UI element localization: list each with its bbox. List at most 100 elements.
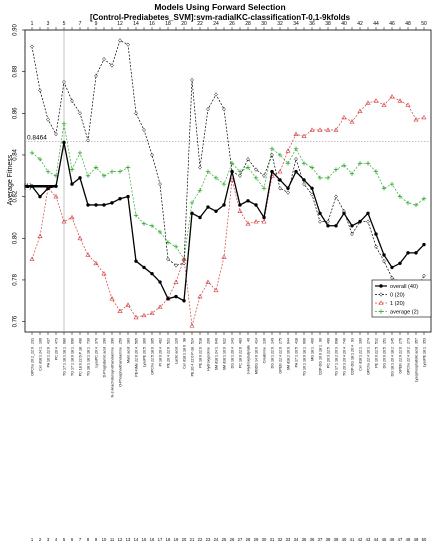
data-point [166, 296, 170, 301]
data-point [277, 169, 283, 174]
data-point [365, 161, 371, 166]
data-point [310, 192, 314, 197]
data-point [142, 127, 146, 133]
data-point [206, 205, 210, 209]
feature-label: TG 16:1 18:0 18:1 . 666 [303, 338, 307, 376]
x-top-tick-label: 3 [47, 21, 50, 27]
x-bottom-tick-label: 31 [270, 537, 275, 542]
x-bottom-tick-label: 12 [118, 537, 123, 542]
y-tick-label: 0.88 [13, 65, 19, 77]
x-top-tick-label: 36 [309, 21, 315, 27]
feature-label: PE 18:0 22:6 . 518 [199, 338, 203, 368]
data-point [62, 79, 66, 85]
x-bottom-tick-label: 44 [374, 537, 379, 542]
data-point [350, 231, 354, 237]
feature-label: Cer d18:1 18:0 . 98 [183, 338, 187, 369]
y-tick-label: 0.78 [13, 273, 19, 285]
data-point [214, 209, 218, 213]
data-point [46, 117, 50, 122]
data-point [325, 127, 331, 132]
feature-label: GPEtn 22:4 22:6 . 275 [279, 338, 283, 374]
x-bottom-tick-label: 38 [326, 537, 331, 542]
data-point [390, 275, 394, 281]
data-point [205, 279, 211, 284]
data-point [349, 119, 355, 124]
data-point [301, 133, 307, 139]
feature-label: MGDG 14:0 16:0 . 414 [255, 338, 259, 374]
x-top-tick-label: 42 [357, 21, 363, 27]
legend-entry: 0 (20) [375, 292, 405, 299]
data-point [126, 194, 130, 199]
data-point [78, 111, 82, 116]
data-point [197, 188, 203, 193]
data-point [317, 127, 323, 132]
data-point [349, 171, 355, 176]
y-axis-label: Average Fitness [7, 154, 14, 205]
data-point [381, 102, 387, 107]
feature-label: DG 18:1 22:6 . 149 [271, 338, 275, 368]
data-point [317, 175, 323, 181]
feature-label: GPEtn 22:6 22:6 . 276 [399, 338, 403, 374]
feature-label: PE 20:4 22:6 . 521 [167, 338, 171, 368]
data-point [294, 156, 298, 162]
x-bottom-tick-label: 36 [310, 537, 315, 542]
y-tick-label: 0.86 [13, 107, 19, 119]
data-point [182, 261, 186, 266]
data-point [413, 116, 419, 122]
x-bottom-tick-label: 18 [166, 537, 171, 542]
x-bottom-tick-label: 10 [102, 537, 107, 542]
data-point [213, 287, 219, 293]
data-point [117, 308, 123, 313]
data-point [118, 197, 122, 201]
data-point [221, 181, 227, 187]
data-point [102, 56, 106, 62]
x-top-tick-label: 22 [197, 21, 203, 27]
data-point [270, 169, 274, 174]
feature-label: LysoPE 20:5 . 360 [143, 338, 147, 367]
x-top-tick-label: 20 [181, 21, 187, 27]
feature-label: PC 18:0 22:6 . 483 [239, 338, 243, 368]
data-point [341, 163, 347, 168]
data-point [125, 165, 131, 170]
data-point [94, 73, 98, 79]
data-point [318, 219, 322, 224]
y-tick-label: 0.84 [13, 148, 19, 160]
data-point [237, 169, 243, 174]
series-line [31, 96, 425, 326]
data-point [414, 251, 418, 255]
data-point [422, 273, 426, 278]
data-point [206, 106, 210, 112]
data-point [158, 280, 162, 284]
feature-label: MG 18:1 . 400 [311, 338, 315, 361]
data-point [294, 169, 298, 174]
data-point [421, 196, 427, 201]
x-top-tick-label: 9 [95, 21, 98, 27]
data-point [69, 167, 75, 172]
chart-subtitle: [Control-Prediabetes_SVM]:svm-radialKC-c… [90, 13, 351, 22]
data-point [237, 208, 243, 213]
x-top-tick-label: 18 [165, 21, 171, 27]
data-point [246, 156, 250, 162]
data-point [93, 165, 99, 170]
x-top-tick-label: 50 [421, 21, 427, 27]
data-point [86, 203, 90, 207]
data-point [374, 244, 378, 249]
data-point [229, 161, 235, 166]
plot-frame [24, 29, 432, 333]
data-point [366, 211, 370, 215]
feature-label: TG 17:1 18:2 20:3 . 698 [335, 338, 339, 376]
data-point [197, 293, 203, 299]
x-bottom-tick-label: 24 [214, 537, 219, 542]
x-bottom-tick-label: 41 [350, 537, 355, 542]
x-bottom-tick-label: 33 [286, 537, 291, 542]
feature-label: PI 18:0 20:4 . 462 [159, 338, 163, 366]
x-bottom-tick-label: 4 [55, 537, 58, 542]
data-point [278, 186, 282, 191]
legend-entry: 1 (20) [375, 300, 405, 307]
series-0 [30, 140, 426, 303]
data-point [86, 138, 90, 143]
data-point [125, 302, 131, 307]
data-point [270, 152, 274, 158]
data-point [85, 173, 91, 178]
feature-label: 3-Hydroxybutyrate . 40 [247, 338, 251, 374]
